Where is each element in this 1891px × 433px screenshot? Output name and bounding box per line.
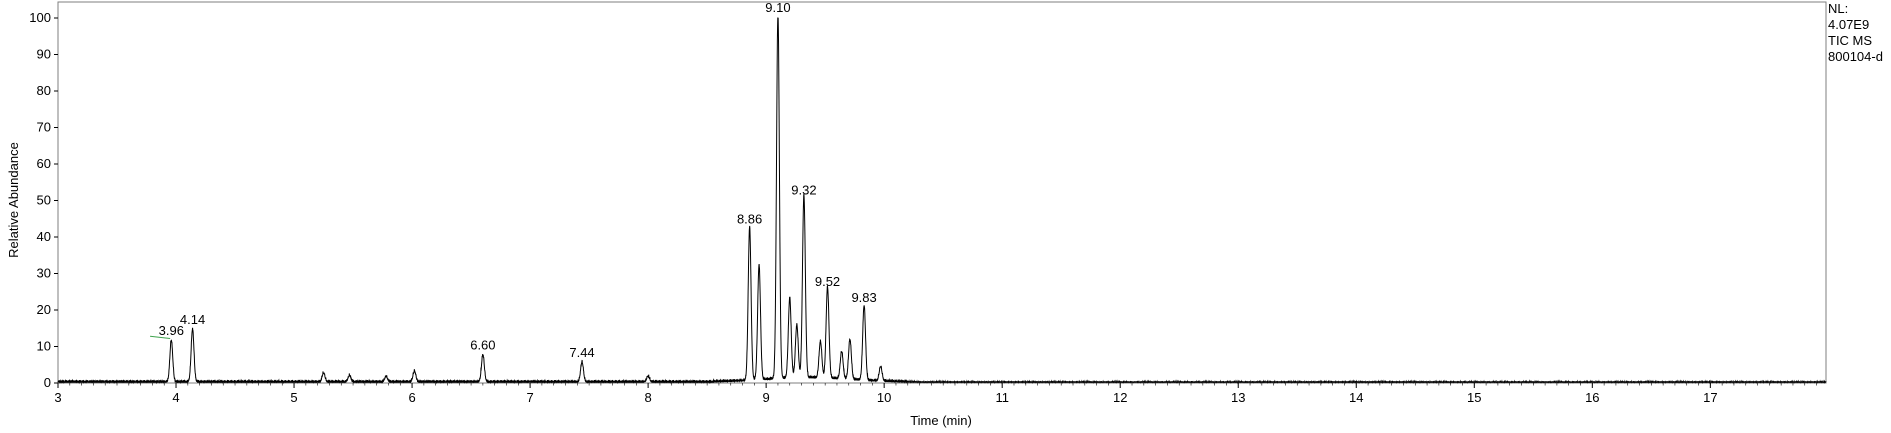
peak-label: 8.86 (737, 212, 762, 227)
x-axis: 3 4 5 6 7 8 9 10 11 12 13 14 15 16 17 (54, 383, 1817, 405)
y-tick-label: 80 (37, 83, 51, 98)
y-tick-label: 50 (37, 193, 51, 208)
y-tick-label: 100 (29, 10, 51, 25)
y-axis: 0 10 20 30 40 50 60 70 80 90 100 (29, 10, 58, 390)
x-tick-label: 12 (1113, 390, 1127, 405)
x-tick-label: 13 (1231, 390, 1245, 405)
y-tick-label: 40 (37, 229, 51, 244)
y-axis-label: Relative Abundance (6, 142, 21, 258)
x-tick-label: 17 (1703, 390, 1717, 405)
tic-trace-line (57, 17, 1827, 385)
x-tick-label: 9 (763, 390, 770, 405)
x-tick-label: 3 (54, 390, 61, 405)
x-tick-label: 6 (408, 390, 415, 405)
y-tick-label: 30 (37, 266, 51, 281)
y-tick-label: 70 (37, 120, 51, 135)
x-tick-label: 10 (877, 390, 891, 405)
x-tick-label: 7 (526, 390, 533, 405)
x-tick-label: 8 (645, 390, 652, 405)
y-tick-label: 90 (37, 47, 51, 62)
x-tick-label: 11 (995, 390, 1009, 405)
x-axis-label: Time (min) (910, 413, 972, 428)
peak-label: 9.83 (851, 290, 876, 305)
plot-frame (57, 1, 1827, 384)
y-tick-label: 0 (44, 375, 51, 390)
x-tick-label: 16 (1585, 390, 1599, 405)
y-tick-label: 60 (37, 156, 51, 171)
peak-label: 7.44 (569, 345, 594, 360)
info-line: 4.07E9 (1828, 17, 1869, 32)
info-line: NL: (1828, 1, 1848, 16)
info-line: 800104-d (1828, 49, 1883, 64)
peak-label: 9.10 (765, 0, 790, 15)
x-tick-label: 5 (290, 390, 297, 405)
x-tick-label: 4 (172, 390, 179, 405)
x-tick-label: 14 (1349, 390, 1363, 405)
label-leader (150, 335, 171, 339)
peak-labels: 3.964.14 6.60 7.44 8.86 9.10 9.32 9.52 9.83 (150, 0, 877, 360)
peak-label: 4.14 (180, 312, 205, 327)
info-line: TIC MS (1828, 33, 1872, 48)
peak-label: 6.60 (470, 338, 495, 353)
peak-label: 9.32 (791, 183, 816, 198)
x-tick-label: 15 (1467, 390, 1481, 405)
peak-label: 9.52 (815, 274, 840, 289)
y-tick-label: 10 (37, 339, 51, 354)
peak-label: 3.96 (159, 323, 184, 338)
y-tick-label: 20 (37, 302, 51, 317)
tic-trace (57, 17, 1827, 385)
